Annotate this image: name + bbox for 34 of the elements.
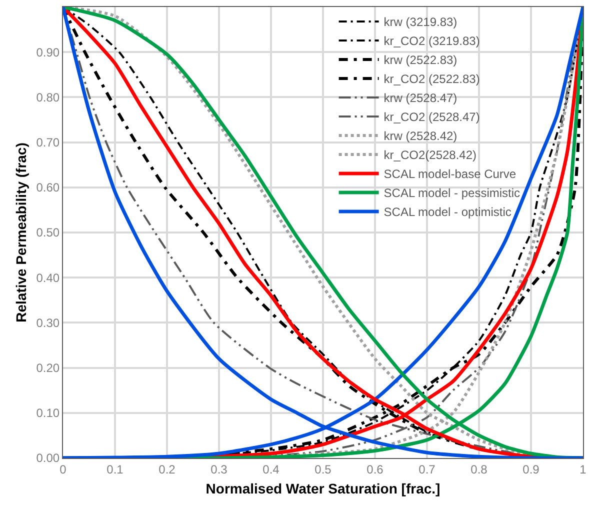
y-axis-title: Relative Permeability (frac) <box>12 142 29 322</box>
x-tick-label: 0 <box>60 462 67 476</box>
legend-label: krw (2528.42) <box>384 129 458 144</box>
y-tick-label: 0.70 <box>36 136 60 150</box>
x-tick-label: 0.3 <box>210 462 228 476</box>
x-tick-label: 0.8 <box>470 462 488 476</box>
y-tick-label: 0.50 <box>36 226 60 240</box>
legend-label: krw (3219.83) <box>384 15 458 30</box>
legend-label: SCAL model-base Curve <box>384 167 516 182</box>
x-tick-label: 0.6 <box>366 462 384 476</box>
x-tick-label: 1 <box>580 462 587 476</box>
y-tick-label: 0.60 <box>36 180 60 195</box>
legend-label: krw (2528.47) <box>384 91 458 106</box>
legend-label: SCAL model - optimistic <box>384 205 512 220</box>
legend-label: kr_CO2 (2528.47) <box>384 110 480 124</box>
y-tick-label: 0.00 <box>36 451 60 466</box>
x-tick-label: 0.2 <box>158 462 176 476</box>
x-axis-title: Normalised Water Saturation [frac.] <box>206 480 440 497</box>
legend-label: kr_CO2(2528.42) <box>384 148 477 162</box>
x-tick-label: 0.5 <box>314 462 332 476</box>
y-tick-label: 0.30 <box>36 316 60 330</box>
y-tick-label: 0.80 <box>36 90 60 104</box>
legend-label: SCAL model - pessimistic <box>384 186 520 200</box>
x-tick-label: 0.7 <box>418 462 436 476</box>
legend-label: krw (2522.83) <box>384 53 458 68</box>
x-tick-label: 0.9 <box>522 462 540 476</box>
y-tick-label: 0.20 <box>36 361 60 375</box>
legend-label: kr_CO2 (2522.83) <box>384 72 480 86</box>
x-tick-label: 0.4 <box>262 462 280 476</box>
y-tick-label: 0.10 <box>36 406 60 420</box>
y-tick-label: 0.90 <box>36 45 60 60</box>
legend-label: kr_CO2 (3219.83) <box>384 34 480 48</box>
y-tick-label: 0.40 <box>36 270 60 285</box>
x-tick-label: 0.1 <box>106 462 124 476</box>
